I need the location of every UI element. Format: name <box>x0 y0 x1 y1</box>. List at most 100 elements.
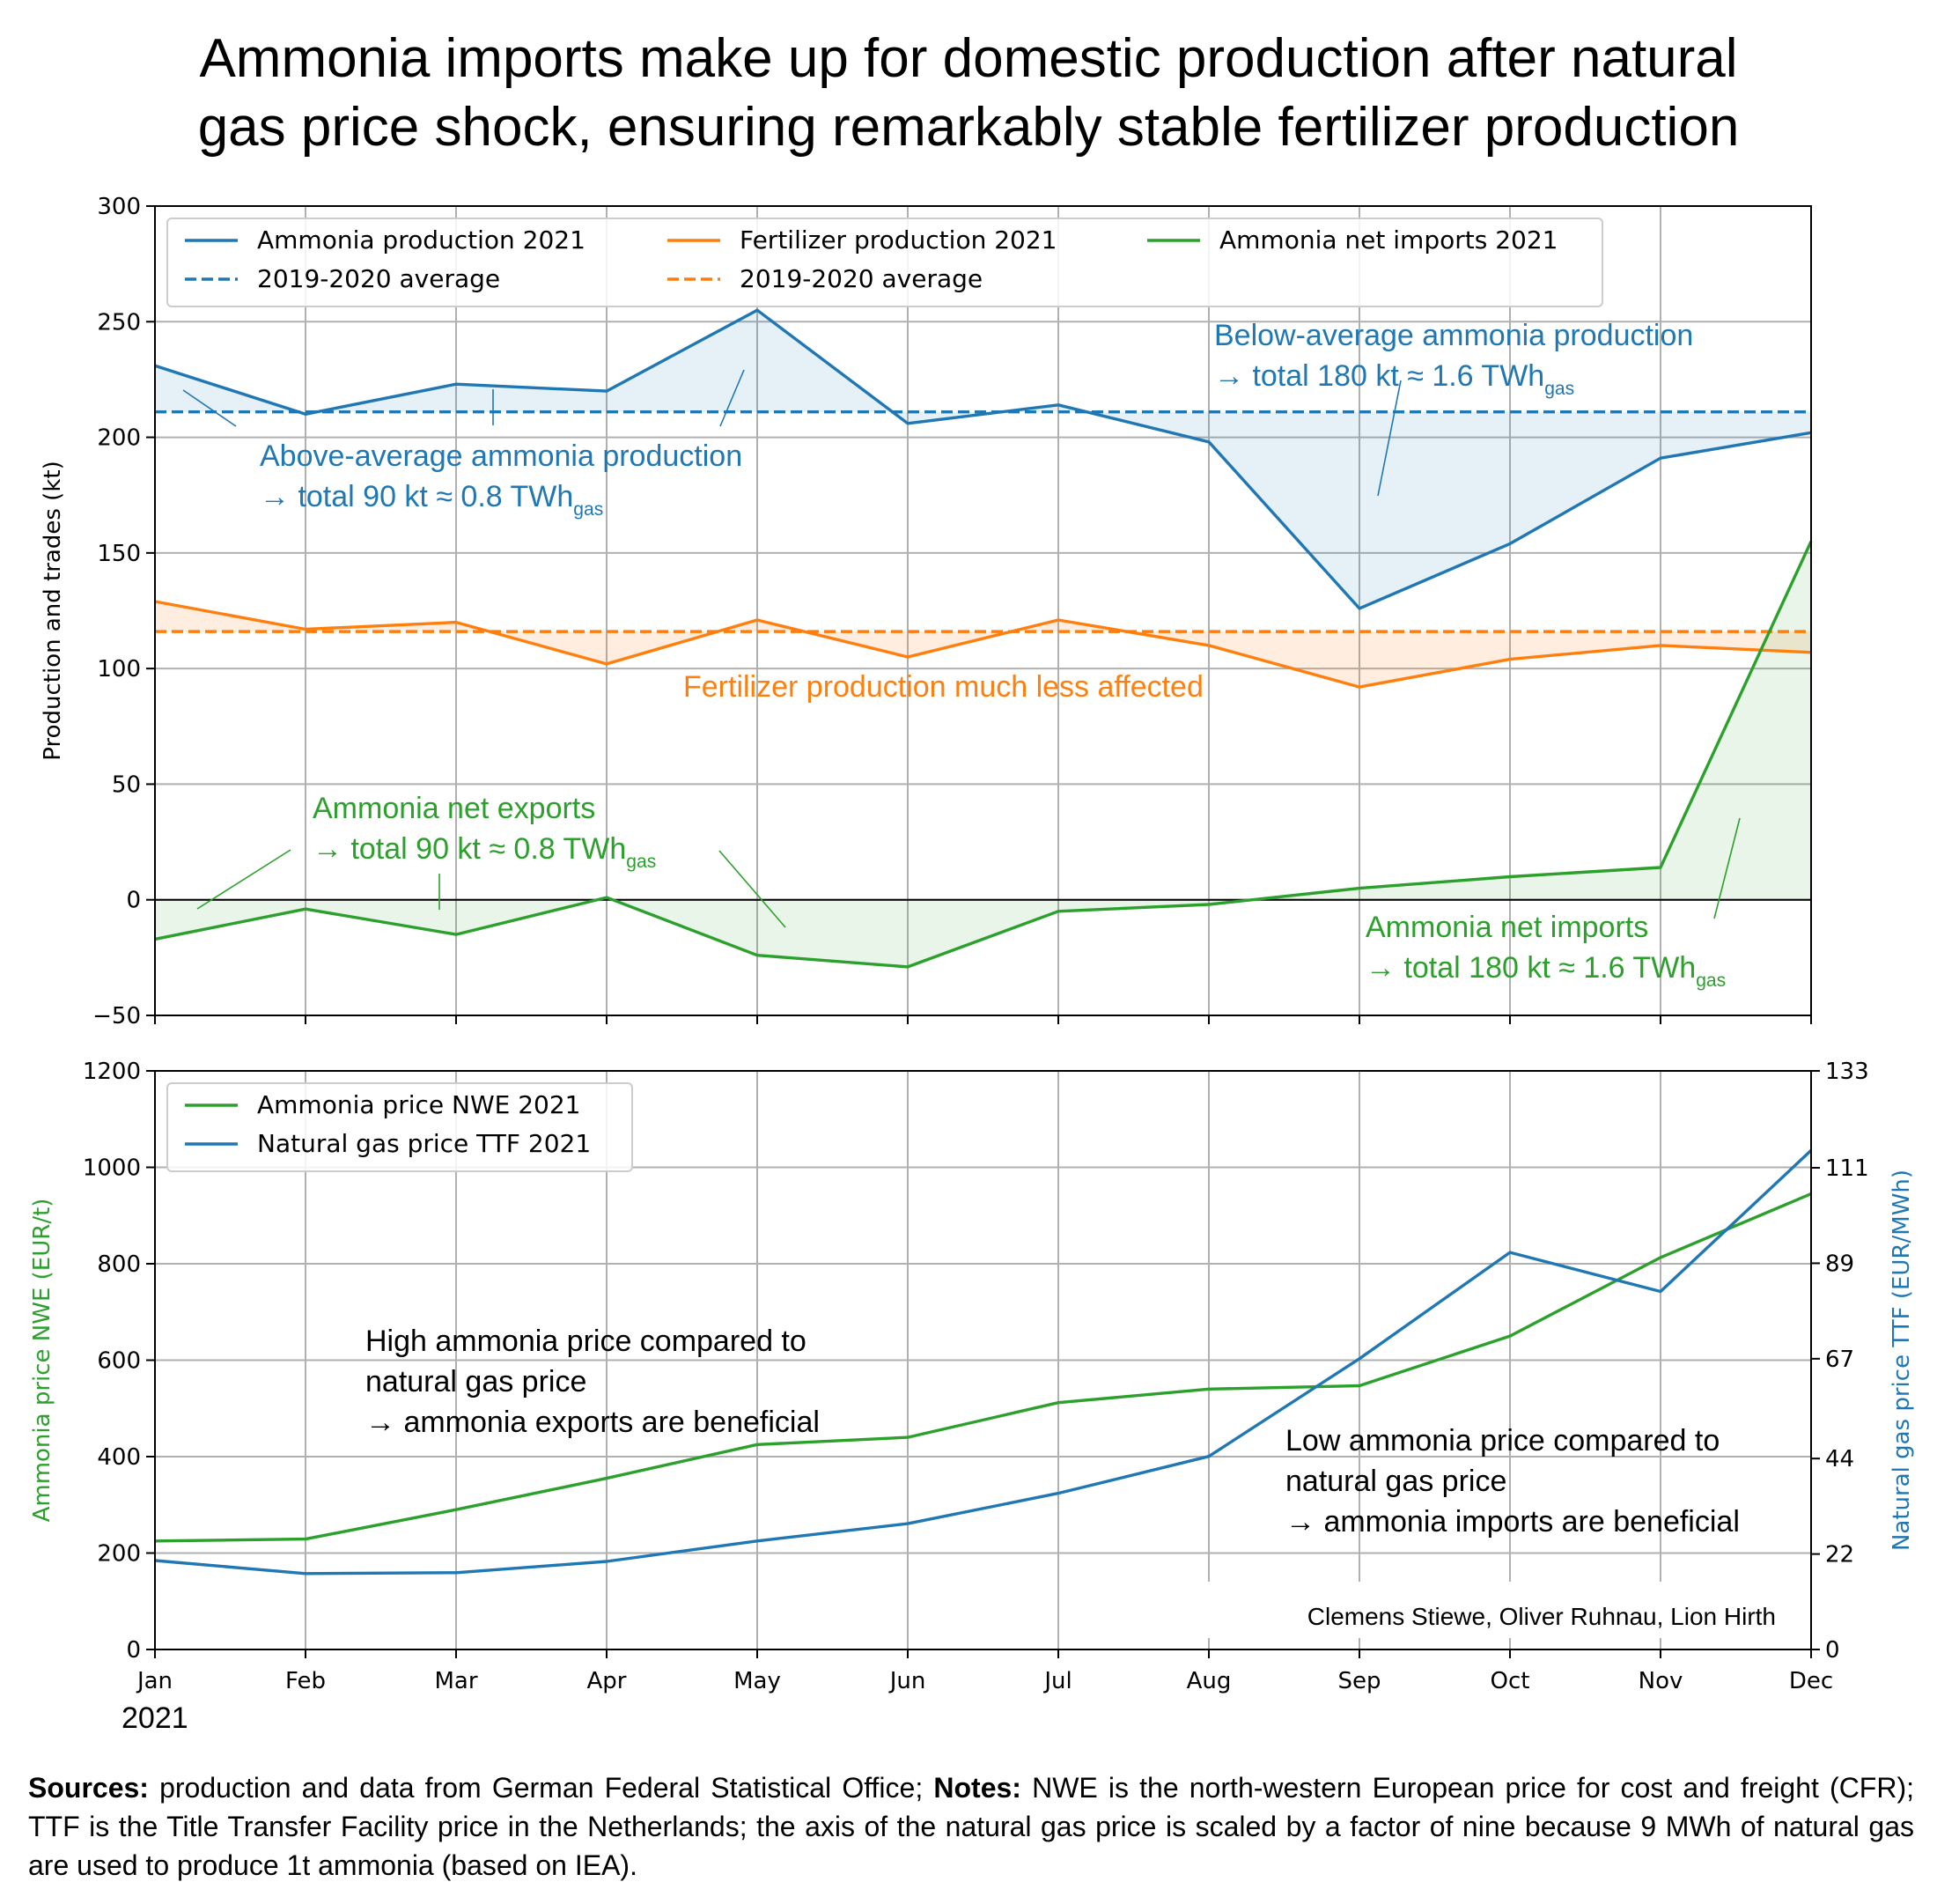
series-line-gas-price <box>154 1149 1813 1576</box>
top-plot-frame <box>154 205 1812 1016</box>
x-tick-label: Oct <box>1491 1668 1530 1694</box>
legend-label: Natural gas price TTF 2021 <box>257 1129 591 1158</box>
annotation-fertilizer: Fertilizer production much less affected <box>683 670 1204 704</box>
annotation-leader-line <box>718 850 786 928</box>
chart-title: Ammonia imports make up for domestic pro… <box>0 25 1937 162</box>
y-tick-label: 0 <box>126 1637 141 1664</box>
y-tick-label: 800 <box>97 1251 141 1278</box>
legend-label: Fertilizer production 2021 <box>740 225 1057 255</box>
y2-tick-label: 22 <box>1825 1542 1854 1568</box>
y-tick-label: 1200 <box>83 1059 141 1085</box>
credit-text: Clemens Stiewe, Oliver Ruhnau, Lion Hirt… <box>1307 1603 1776 1630</box>
y-axis-label: Production and trades (kt) <box>40 461 66 760</box>
annotation-below-average-line: Below-average ammonia production <box>1214 319 1693 352</box>
x-tick-label: Feb <box>285 1668 326 1694</box>
legend-frame <box>166 1082 633 1172</box>
y-tick-label: 600 <box>97 1348 141 1375</box>
x-tick-label: Sep <box>1337 1668 1381 1694</box>
legend-label: Ammonia net imports 2021 <box>1219 225 1558 255</box>
annotation-low-ammonia-price-line: natural gas price <box>1285 1465 1506 1498</box>
x-tick-label: Apr <box>587 1668 627 1694</box>
legend-label: Ammonia price NWE 2021 <box>257 1090 581 1119</box>
x-tick-label: Aug <box>1187 1668 1232 1694</box>
annotation-below-average: Below-average ammonia production → total … <box>1214 319 1693 399</box>
series-line-ammonia-price <box>154 1192 1812 1543</box>
credit-box <box>1206 1582 1787 1638</box>
legend-label: Ammonia production 2021 <box>257 225 586 255</box>
annotation-leader-line <box>719 369 745 427</box>
annotation-net-exports-subscript: gas <box>626 852 656 872</box>
annotation-leader-line <box>196 849 291 910</box>
annotation-below-average-subscript: gas <box>1544 379 1574 399</box>
annotation-above-average-subscript: gas <box>573 499 603 520</box>
y-tick-label: 100 <box>97 656 141 683</box>
annotation-above-average: Above-average ammonia production → total … <box>260 439 742 520</box>
y2-tick-label: 44 <box>1825 1446 1854 1472</box>
y2-tick-label: 133 <box>1825 1059 1869 1085</box>
annotation-above-average-line: Above-average ammonia production <box>260 439 742 473</box>
sources-label: Sources: <box>28 1772 149 1804</box>
annotation-net-exports-line: → total 90 kt ≈ 0.8 TWhgas <box>313 832 656 872</box>
y-tick-label: 200 <box>97 425 141 452</box>
annotation-low-ammonia-price-line: Low ammonia price compared to <box>1285 1424 1720 1458</box>
x-tick-label: Nov <box>1639 1668 1683 1694</box>
y2-tick-label: 67 <box>1825 1347 1854 1373</box>
chart-title-line-1: Ammonia imports make up for domestic pro… <box>199 28 1738 89</box>
ammonia-net-imports-fill <box>155 541 1811 967</box>
legend-bottom: Ammonia price NWE 2021 Natural gas price … <box>166 1082 633 1172</box>
annotation-high-ammonia-price-line: natural gas price <box>365 1365 586 1398</box>
x-tick-label: May <box>733 1668 781 1694</box>
notes-text: NWE is the north-western European price … <box>28 1772 1915 1881</box>
sources-text: production and data from German Federal … <box>148 1772 934 1804</box>
annotation-high-ammonia-price-line: → ammonia exports are beneficial <box>365 1406 820 1439</box>
x-tick-label: Jan <box>136 1668 173 1694</box>
x-tick-label: Mar <box>434 1668 477 1694</box>
y-tick-label: 300 <box>97 194 141 220</box>
annotation-net-imports-subscript: gas <box>1696 970 1726 991</box>
annotation-net-exports: Ammonia net exports → total 90 kt ≈ 0.8 T… <box>313 792 656 872</box>
x-tick-label: Jun <box>888 1668 926 1694</box>
y-tick-label: 200 <box>97 1541 141 1568</box>
y-tick-label: 50 <box>112 771 141 798</box>
legend-label: 2019-2020 average <box>257 264 500 293</box>
annotation-low-ammonia-price: Low ammonia price compared to natural gas… <box>1285 1424 1740 1539</box>
ammonia-production-deviation-fill <box>155 310 1811 609</box>
annotation-above-average-line: → total 90 kt ≈ 0.8 TWhgas <box>260 480 603 520</box>
y-tick-label: 1000 <box>83 1155 141 1182</box>
legend-frame <box>166 218 1603 307</box>
legend-top: Ammonia production 2021 2019-2020 average… <box>166 218 1603 307</box>
y2-tick-label: 111 <box>1825 1155 1869 1182</box>
x-axis-year-label: 2021 <box>122 1701 188 1735</box>
y2-tick-label: 0 <box>1825 1637 1840 1664</box>
y2-axis-label: Natural gas price TTF (EUR/MWh) <box>1889 1170 1915 1551</box>
y-tick-label: 150 <box>97 541 141 567</box>
chart-title-line-2: gas price shock, ensuring remarkably sta… <box>197 97 1740 158</box>
fertilizer-production-deviation-fill <box>155 601 1811 688</box>
annotation-low-ammonia-price-line: → ammonia imports are beneficial <box>1285 1505 1740 1539</box>
footnote: Sources: production and data from German… <box>28 1768 1914 1885</box>
y-tick-label: 0 <box>126 888 141 914</box>
annotation-high-ammonia-price-line: High ammonia price compared to <box>365 1325 806 1358</box>
annotation-below-average-line: → total 180 kt ≈ 1.6 TWhgas <box>1214 359 1574 399</box>
annotation-net-imports-line: Ammonia net imports <box>1366 911 1648 944</box>
annotation-leader-line <box>1713 817 1741 919</box>
annotation-leader-line <box>182 389 237 427</box>
y2-tick-label: 89 <box>1825 1251 1854 1277</box>
y-tick-label: 250 <box>97 309 141 336</box>
y-tick-label: −50 <box>92 1003 141 1029</box>
annotation-high-ammonia-price: High ammonia price compared to natural ga… <box>365 1325 820 1439</box>
y-tick-label: 400 <box>97 1444 141 1471</box>
annotation-leader-line <box>1377 380 1402 497</box>
notes-label: Notes: <box>933 1772 1021 1804</box>
annotation-net-imports-line: → total 180 kt ≈ 1.6 TWhgas <box>1366 951 1726 991</box>
x-tick-label: Jul <box>1042 1668 1072 1694</box>
series-line-ammonia-production <box>154 308 1812 610</box>
annotation-net-exports-line: Ammonia net exports <box>313 792 595 825</box>
x-tick-label: Dec <box>1789 1668 1833 1694</box>
y-axis-label: Ammonia price NWE (EUR/t) <box>29 1199 55 1523</box>
legend-label: 2019-2020 average <box>740 264 983 293</box>
series-line-ammonia-net-imports <box>154 540 1813 969</box>
annotation-net-imports: Ammonia net imports → total 180 kt ≈ 1.6 … <box>1366 911 1726 991</box>
series-line-fertilizer-production <box>154 600 1812 689</box>
